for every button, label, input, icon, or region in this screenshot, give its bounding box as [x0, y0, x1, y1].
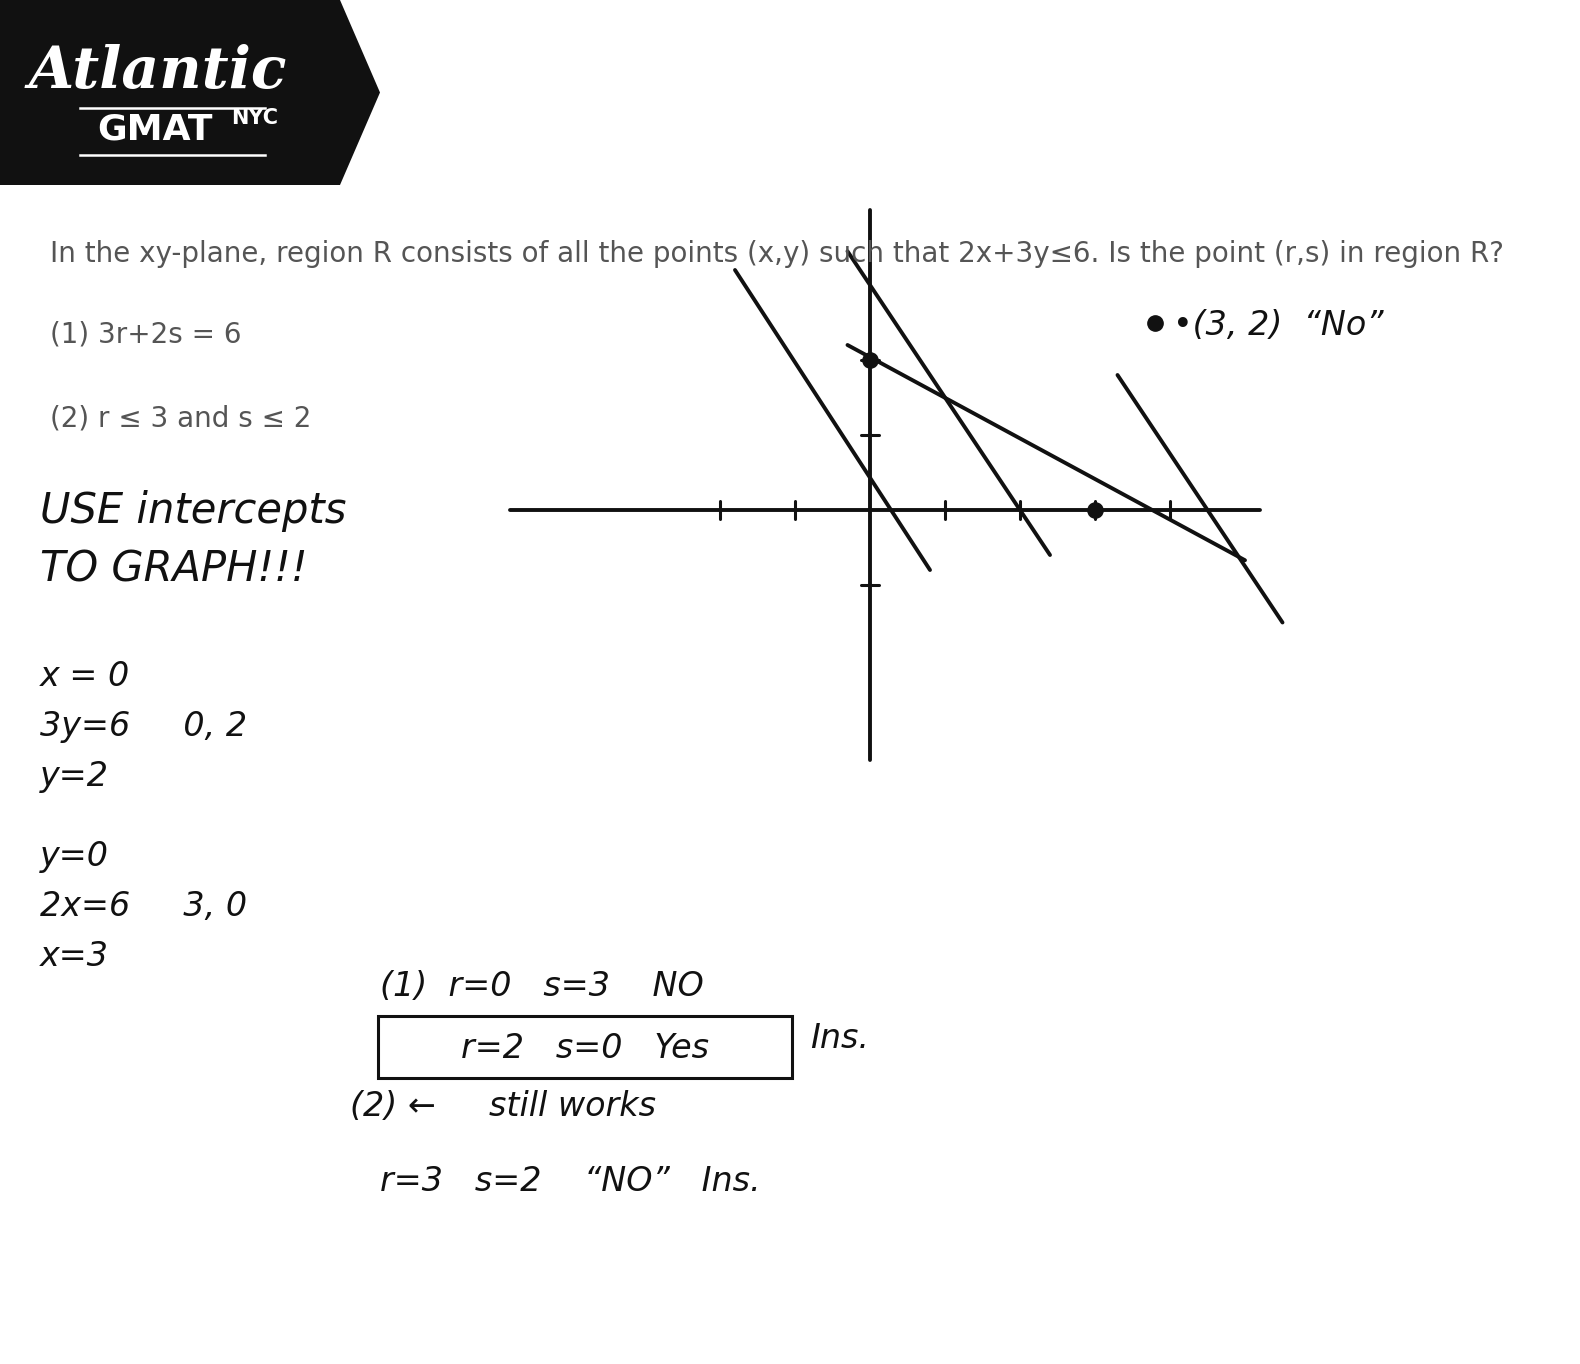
Text: GMAT: GMAT	[98, 113, 213, 147]
Text: USE intercepts: USE intercepts	[40, 490, 346, 532]
Text: Ins.: Ins.	[811, 1022, 869, 1054]
Text: (2) ←     still works: (2) ← still works	[351, 1090, 656, 1123]
Text: r=2   s=0   Yes: r=2 s=0 Yes	[461, 1033, 709, 1065]
Text: 3y=6     0, 2: 3y=6 0, 2	[40, 711, 246, 743]
Polygon shape	[0, 0, 381, 186]
Text: r=3   s=2    “NO”   Ins.: r=3 s=2 “NO” Ins.	[381, 1165, 760, 1198]
Text: (1) 3r+2s = 6: (1) 3r+2s = 6	[51, 321, 242, 348]
Text: x = 0: x = 0	[40, 660, 130, 693]
Text: 2x=6     3, 0: 2x=6 3, 0	[40, 889, 246, 923]
Text: y=0: y=0	[40, 840, 109, 873]
Text: •(3, 2)  “No”: •(3, 2) “No”	[1172, 310, 1384, 342]
Text: In the xy-plane, region R consists of all the points (x,y) such that 2x+3y≤6. Is: In the xy-plane, region R consists of al…	[51, 240, 1504, 267]
Text: x=3: x=3	[40, 940, 109, 973]
Text: y=2: y=2	[40, 760, 109, 792]
Text: NYC: NYC	[232, 108, 278, 128]
Text: Atlantic: Atlantic	[28, 44, 288, 100]
Text: (1)  r=0   s=3    NO: (1) r=0 s=3 NO	[381, 970, 703, 1003]
Text: (2) r ≤ 3 and s ≤ 2: (2) r ≤ 3 and s ≤ 2	[51, 405, 311, 432]
Text: TO GRAPH!!!: TO GRAPH!!!	[40, 548, 308, 591]
FancyBboxPatch shape	[378, 1016, 792, 1078]
